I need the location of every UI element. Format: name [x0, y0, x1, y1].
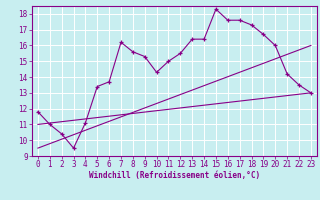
- X-axis label: Windchill (Refroidissement éolien,°C): Windchill (Refroidissement éolien,°C): [89, 171, 260, 180]
